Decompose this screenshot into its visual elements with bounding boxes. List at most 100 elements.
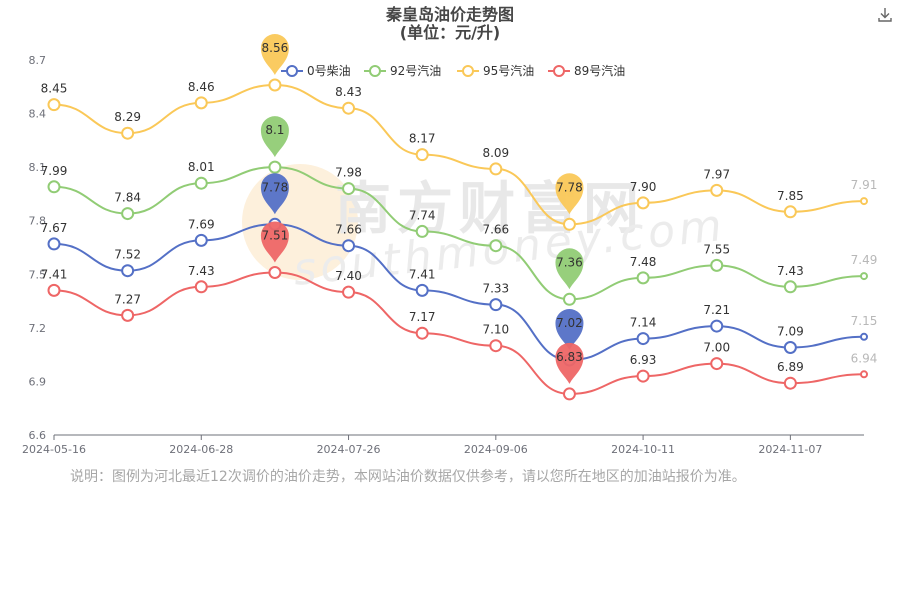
series-gas-92-pin-shape [555,248,584,290]
download-icon[interactable] [876,6,894,24]
series-gas-89-point [47,283,61,297]
series-gas-89-line [53,271,865,395]
series-diesel-0-pin-shape [555,309,584,350]
series-gas-95-point [121,126,135,140]
legend-item[interactable]: 92号汽油 [364,63,441,78]
axes: 6.6 6.9 7.2 7.5 7.8 8.1 8.4 8.7 2024-05-16 2024-0… [22,54,864,456]
series-gas-92-data-label: 7.55 [703,242,730,256]
series-gas-89-pin-label: 7.51 [262,229,289,243]
series-gas-92-point [415,224,429,238]
series-diesel-0-point [121,264,135,278]
series-gas-95-point [860,197,868,206]
legend[interactable]: 0号柴油 92号汽油 95号汽油 89号汽油 [281,63,625,78]
legend-item[interactable]: 89号汽油 [548,63,625,78]
series-gas-92-point [47,180,61,194]
series-gas-89-data-label: 7.17 [409,310,436,324]
series-diesel-0-point [342,239,356,253]
series-gas-92-data-label: 8.01 [188,160,215,174]
y-tick-label: 7.8 [29,215,47,228]
series-gas-95-point [636,196,650,210]
series-gas-95-pin: 7.78 [555,173,584,215]
series-gas-92-data-label: 7.49 [851,253,878,267]
series-gas-89-point [268,266,282,279]
x-tick-label: 2024-09-06 [464,443,528,456]
series-gas-95-pin-shape [260,34,289,75]
series-gas-89-point [415,326,429,340]
series-gas-92-point [860,272,868,281]
series-diesel-0-data-label: 7.09 [777,325,804,339]
series-gas-92-point [783,280,797,294]
legend-marker [462,65,474,77]
legend-item[interactable]: 95号汽油 [457,63,534,78]
y-tick-label: 8.7 [29,54,47,67]
series-gas-95-data-label: 8.17 [409,132,436,146]
series-diesel-0-point [415,283,429,297]
series-gas-92-point [121,207,135,221]
series-gas-95-data-label: 7.97 [703,167,730,181]
series-gas-89-pin: 7.51 [260,221,289,263]
series-diesel-0-data-label: 7.67 [41,221,68,235]
series-diesel-0-point [47,237,61,251]
y-tick-label: 6.6 [29,429,47,442]
series-gas-95-data-label: 7.85 [777,189,804,203]
series-gas-89-data-label: 7.41 [41,267,68,281]
series-gas-92-point [194,176,208,190]
series-diesel-0-pin-shape [260,173,289,215]
series-gas-89-data-label: 6.93 [630,353,657,367]
series-gas-89-point [636,369,650,383]
series-gas-89-pin-shape [260,221,289,263]
series-gas-92-data-label: 7.99 [41,164,68,178]
series-gas-95-point [489,162,503,176]
series-gas-89-pin-label: 6.83 [556,350,583,364]
series-gas-95-point [268,78,282,92]
series-gas-89-data-label: 7.00 [703,341,730,355]
series-diesel-0-pin: 7.78 [260,173,289,215]
series-gas-92-point [636,271,650,285]
series-diesel-0-data-label: 7.33 [482,282,509,296]
series-gas-95-point [415,148,429,162]
series-gas-89-point [121,308,135,322]
series-diesel-0-point [489,298,503,312]
series-diesel-0-pin-label: 7.78 [262,180,289,194]
series-diesel-0-point [783,341,797,354]
x-tick-label: 2024-10-11 [611,443,675,456]
legend-label: 0号柴油 [307,64,351,78]
series-gas-89-point [562,387,576,401]
y-tick-label: 8.4 [29,108,47,121]
legend-item[interactable]: 0号柴油 [281,64,351,78]
legend-label: 89号汽油 [574,63,625,78]
series-gas-92-pin-label: 8.1 [265,123,284,137]
series-gas-92-data-label: 7.48 [630,255,657,269]
y-tick-label: 7.5 [29,268,47,281]
series-lines [47,78,868,401]
series-gas-92-point [342,182,356,196]
series-gas-95-data-label: 7.90 [630,180,657,194]
series-gas-92-pin: 7.36 [555,248,584,290]
series-diesel-0-point [710,319,724,333]
series-gas-89-data-label: 7.43 [188,264,215,278]
legend-marker [369,65,381,77]
series-gas-92-data-label: 7.66 [482,223,509,237]
series-gas-95-point [710,183,724,197]
series-gas-92-pin-shape [260,116,289,158]
y-tick-label: 8.1 [29,161,47,174]
x-tick-label: 2024-05-16 [22,443,86,456]
series-gas-89-point [783,376,797,390]
chart-title: 秦皇岛油价走势图 [385,5,514,24]
series-gas-95-point [562,217,576,231]
series-gas-89-point [710,357,724,371]
series-gas-95-point [342,101,356,115]
legend-marker [286,65,298,77]
series-diesel-0-data-label: 7.69 [188,217,215,231]
series-gas-95-data-label: 8.29 [114,110,141,124]
series-gas-92-pin: 8.1 [260,116,289,158]
series-gas-89-point [194,280,208,294]
series-gas-95-data-label: 7.91 [851,178,878,192]
series-gas-95-pin-shape [555,173,584,215]
series-gas-89-data-label: 6.89 [777,360,804,374]
legend-label: 92号汽油 [390,63,441,78]
y-tick-label: 6.9 [29,375,47,388]
x-tick-label: 2024-07-26 [317,443,381,456]
series-diesel-0-data-label: 7.66 [335,223,362,237]
